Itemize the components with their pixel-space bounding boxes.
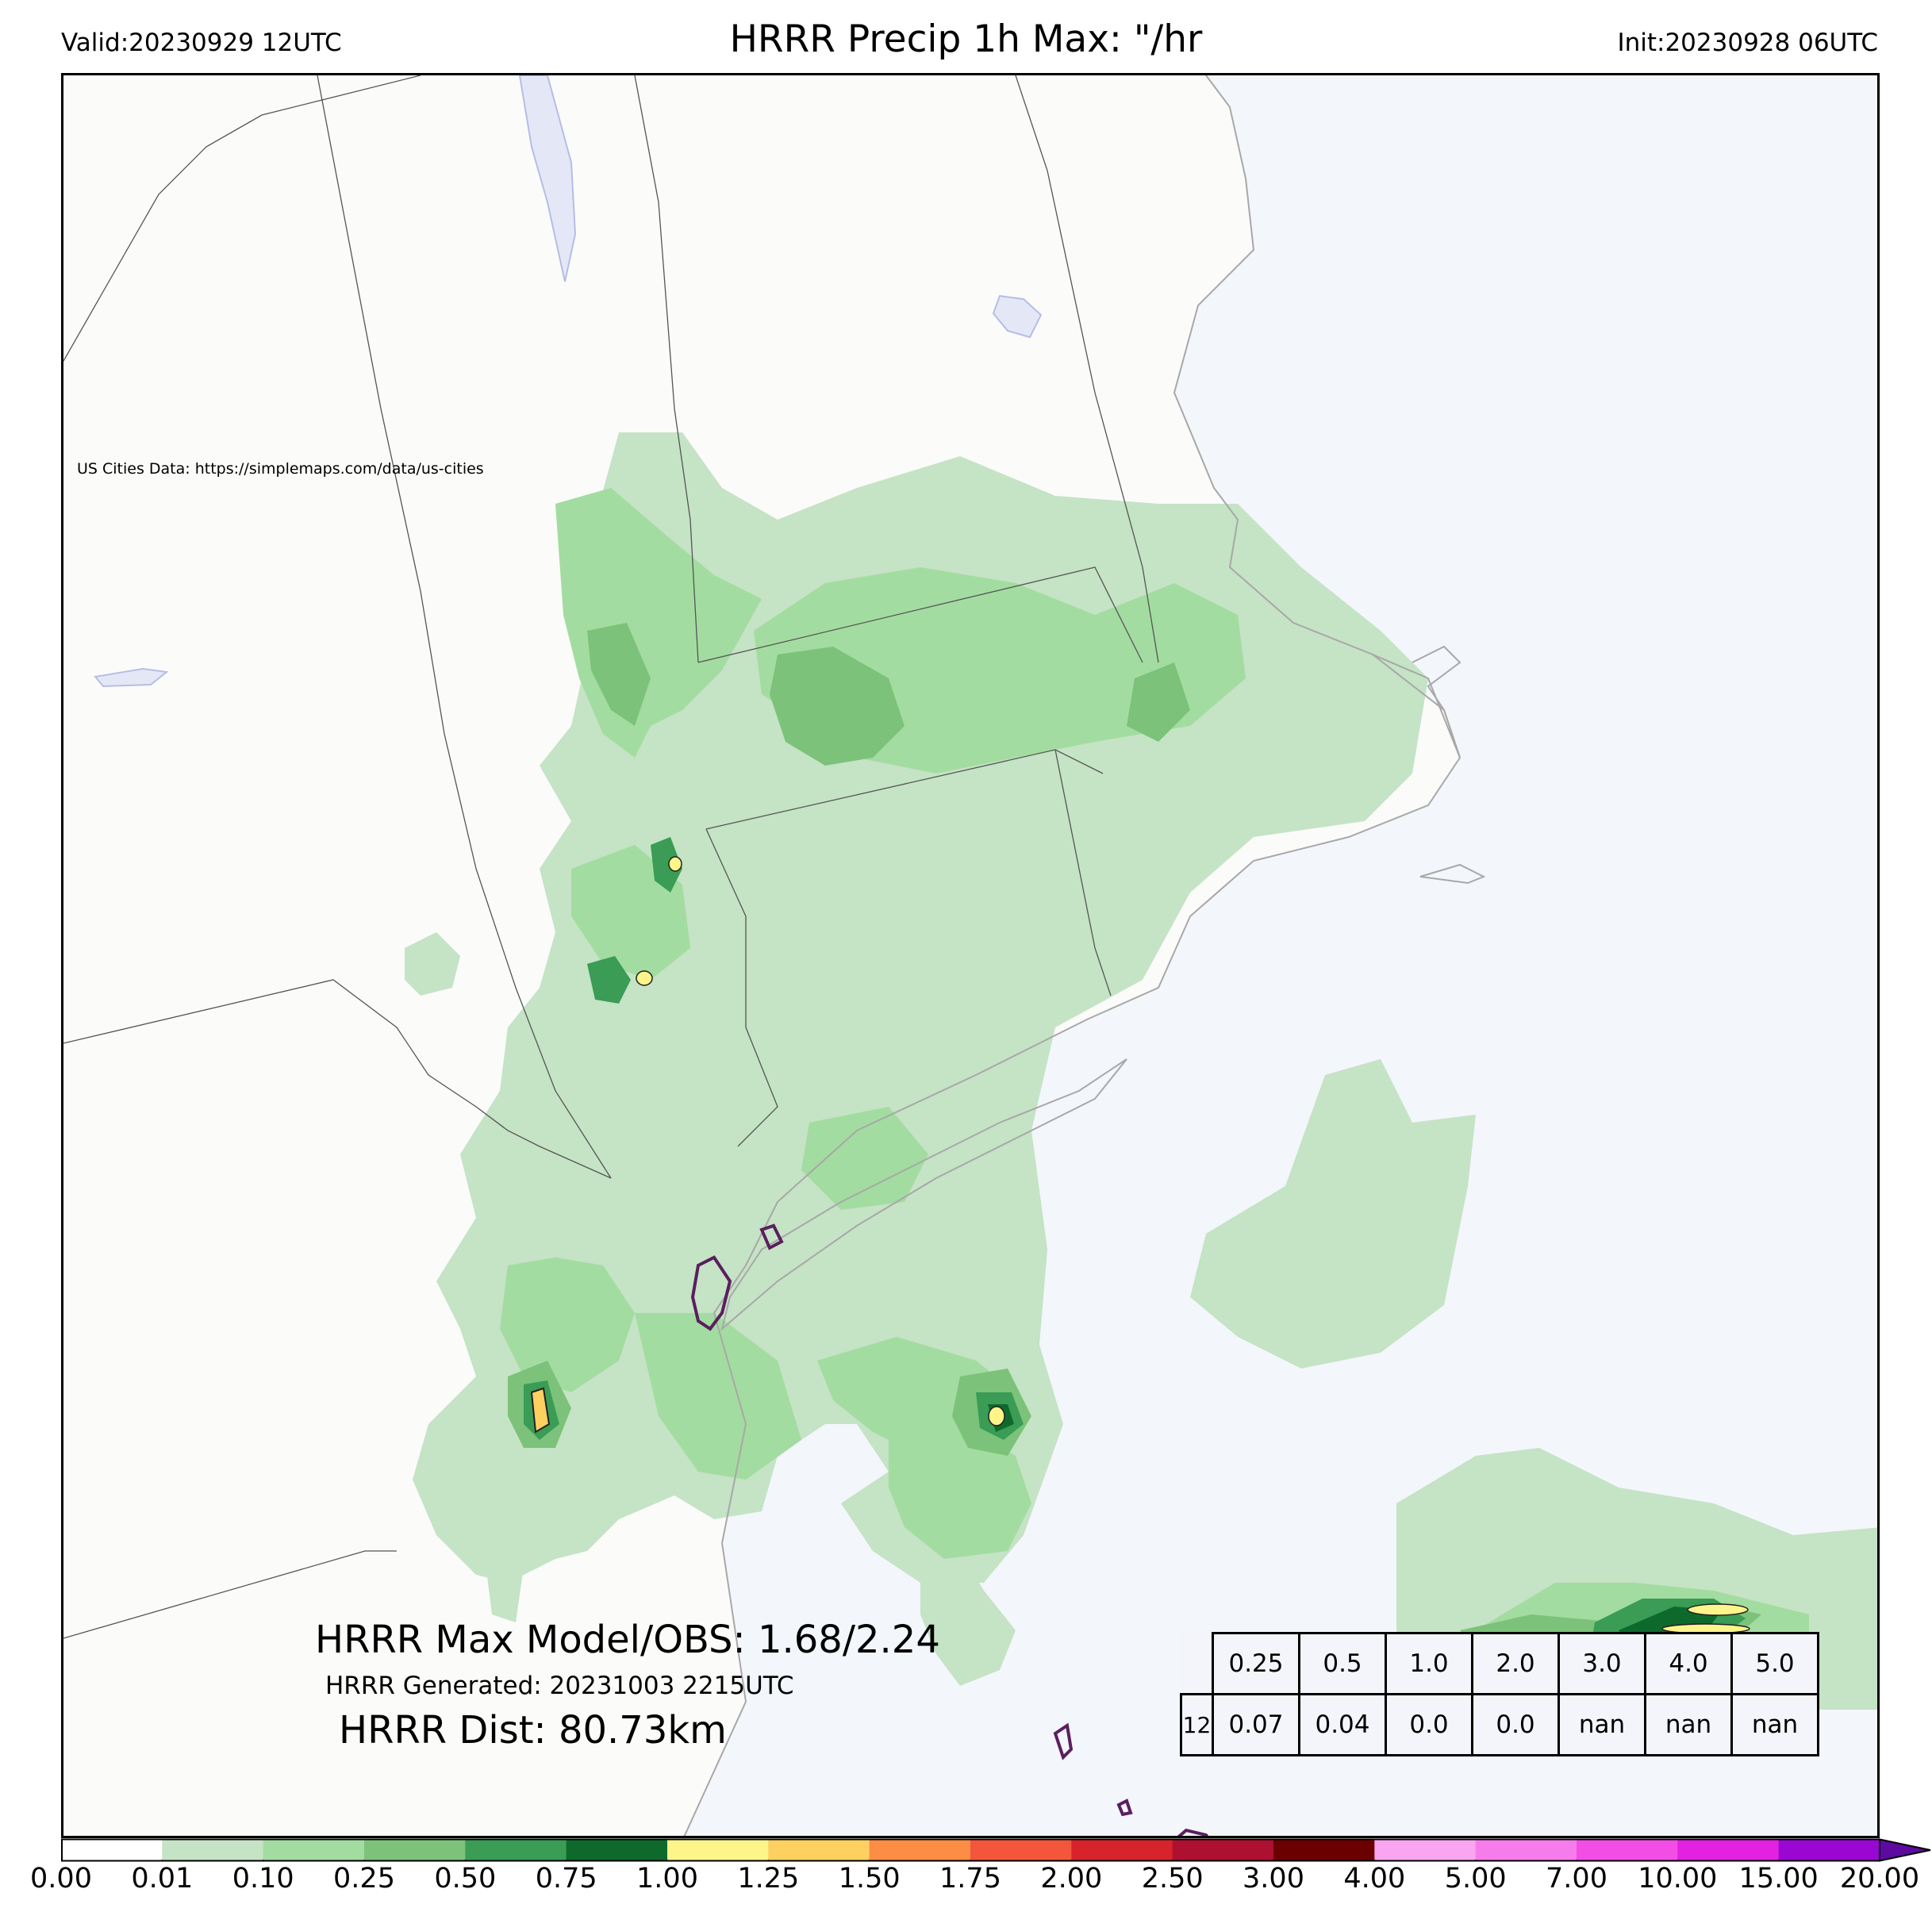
valid-time-label: Valid:20230929 12UTC — [61, 29, 342, 57]
colorbar-segment — [465, 1839, 567, 1861]
value-cell: nan — [1644, 1693, 1733, 1756]
lake-champlain — [518, 75, 577, 282]
value-cell: 0.0 — [1385, 1693, 1473, 1756]
colorbar-segment — [1475, 1839, 1577, 1861]
map-canvas — [63, 75, 1877, 1836]
colorbar-tick-label: 1.50 — [838, 1863, 901, 1895]
precip-map: US Cities Data: https://simplemaps.com/d… — [61, 73, 1880, 1838]
colorbar-segment — [768, 1839, 870, 1861]
colorbar-segment — [61, 1839, 163, 1861]
threshold-cell: 0.5 — [1298, 1632, 1387, 1695]
stats-table: 0.25 0.5 1.0 2.0 3.0 4.0 5.0 12 0.07 0.0… — [1180, 1632, 1819, 1756]
value-row: 12 0.07 0.04 0.0 0.0 nan nan nan — [1180, 1693, 1819, 1756]
colorbar — [61, 1838, 1931, 1862]
threshold-row: 0.25 0.5 1.0 2.0 3.0 4.0 5.0 — [1181, 1632, 1819, 1695]
long-island — [720, 1058, 1127, 1331]
colorbar-segment — [1071, 1839, 1173, 1861]
threshold-cell: 0.25 — [1212, 1632, 1300, 1695]
colorbar-segment — [1677, 1839, 1780, 1861]
value-cell: nan — [1558, 1693, 1646, 1756]
attribution: US Cities Data: https://simplemaps.com/d… — [77, 460, 484, 478]
partial-label-cell: 12 — [1180, 1693, 1214, 1756]
value-cell: nan — [1730, 1693, 1819, 1756]
colorbar-tick-label: 3.00 — [1243, 1863, 1304, 1895]
colorbar-tick-label: 0.75 — [535, 1863, 597, 1895]
value-cell: 0.0 — [1471, 1693, 1560, 1756]
colorbar-tick-label: 1.00 — [636, 1863, 698, 1895]
colorbar-extend-arrow — [1879, 1838, 1931, 1862]
colorbar-segment — [970, 1839, 1072, 1861]
max-model-obs: HRRR Max Model/OBS: 1.68/2.24 — [315, 1618, 940, 1662]
colorbar-tick-label: 2.50 — [1141, 1863, 1204, 1895]
value-cell: 0.04 — [1298, 1693, 1387, 1756]
colorbar-tick-label: 1.75 — [939, 1863, 1001, 1895]
lake — [992, 294, 1043, 339]
cape-cod — [1372, 645, 1461, 758]
threshold-cell: 3.0 — [1558, 1632, 1646, 1695]
colorbar-segment — [1374, 1839, 1477, 1861]
colorbar-tick-label: 10.00 — [1638, 1863, 1718, 1895]
generated-time: HRRR Generated: 20231003 2215UTC — [325, 1672, 794, 1700]
threshold-cell: 5.0 — [1730, 1632, 1819, 1695]
threshold-cell: 2.0 — [1471, 1632, 1560, 1695]
obs-contours — [690, 1223, 1209, 1836]
colorbar-tick-label: 7.00 — [1546, 1863, 1607, 1895]
colorbar-tick-label: 0.00 — [30, 1863, 92, 1895]
lake — [94, 667, 169, 688]
state-borders — [63, 75, 1159, 1639]
colorbar-segment — [263, 1839, 365, 1861]
colorbar-tick-label: 0.50 — [434, 1863, 497, 1895]
colorbar-tick-label: 0.01 — [131, 1863, 194, 1895]
colorbar-segment — [566, 1839, 668, 1861]
colorbar-tick-label: 1.25 — [737, 1863, 800, 1895]
colorbar-tick-label: 5.00 — [1444, 1863, 1507, 1895]
hrrr-distance: HRRR Dist: 80.73km — [339, 1708, 727, 1752]
colorbar-segment — [1778, 1839, 1880, 1861]
precip-peak-orange — [530, 1387, 551, 1434]
colorbar-segment — [162, 1839, 264, 1861]
value-cell: 0.07 — [1212, 1693, 1300, 1756]
colorbar-segment — [364, 1839, 466, 1861]
init-time-label: Init:20230928 06UTC — [1617, 29, 1878, 57]
threshold-cell: 1.0 — [1385, 1632, 1473, 1695]
colorbar-tick-label: 2.00 — [1040, 1863, 1103, 1895]
colorbar-tick-label: 15.00 — [1738, 1863, 1819, 1895]
colorbar-segment — [667, 1839, 769, 1861]
colorbar-segment — [1273, 1839, 1375, 1861]
colorbar-segment — [1172, 1839, 1274, 1861]
coastline — [683, 75, 1461, 1836]
island — [1419, 863, 1486, 885]
map-title: HRRR Precip 1h Max: "/hr — [729, 17, 1203, 61]
colorbar-segment — [1577, 1839, 1678, 1861]
colorbar-segment — [869, 1839, 971, 1861]
colorbar-tick-label: 20.00 — [1839, 1863, 1920, 1895]
colorbar-tick-label: 0.25 — [333, 1863, 395, 1895]
colorbar-tick-label: 0.10 — [232, 1863, 294, 1895]
threshold-cell: 4.0 — [1644, 1632, 1733, 1695]
colorbar-tick-label: 4.00 — [1343, 1863, 1406, 1895]
